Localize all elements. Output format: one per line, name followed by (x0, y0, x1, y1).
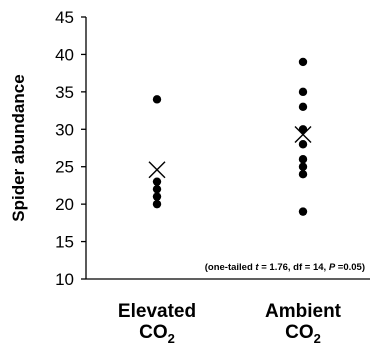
annotation-t-symbol: t (255, 262, 259, 273)
category-label-chem: CO2 (285, 322, 321, 346)
y-tick-label: 20 (55, 195, 74, 214)
data-point (298, 155, 308, 164)
mean-cross-stroke (294, 126, 312, 144)
annotation-p-symbol: P (329, 262, 336, 273)
y-tick-label: 45 (55, 8, 74, 27)
data-point (152, 95, 162, 104)
data-point (298, 102, 308, 112)
y-tick-label: 25 (55, 158, 74, 177)
chem-subscript: 2 (168, 331, 175, 346)
axes (85, 17, 370, 280)
stats-annotation: (one-tailed t = 1.76, df = 14, P =0.05) (205, 262, 365, 273)
annotation-close: =0.05) (335, 262, 365, 273)
data-point (152, 184, 162, 194)
data-points (152, 57, 308, 216)
category-label-chem: CO2 (139, 322, 175, 346)
y-ticks: 10 15 20 25 30 35 40 45 (55, 8, 86, 289)
chem-subscript: 2 (314, 331, 321, 346)
data-point (298, 87, 308, 97)
mean-cross-stroke (148, 161, 166, 179)
data-point (298, 162, 308, 171)
y-tick-label: 10 (55, 270, 74, 289)
chem-formula: CO (139, 322, 168, 343)
annotation-mid: = 1.76, df = 14, (259, 262, 329, 273)
data-point (298, 170, 308, 179)
mean-markers (148, 126, 312, 179)
category-label: Ambient (265, 301, 342, 322)
data-point (298, 207, 308, 216)
y-tick-label: 40 (55, 45, 74, 64)
annotation-open: (one-tailed (205, 262, 256, 273)
data-point (298, 125, 308, 134)
y-tick-label: 35 (55, 83, 74, 102)
y-tick-label: 15 (55, 233, 74, 252)
mean-marker (148, 161, 166, 179)
y-tick-label: 30 (55, 120, 74, 139)
data-point (152, 192, 162, 201)
chem-formula: CO (285, 322, 314, 343)
y-axis-label: Spider abundance (9, 74, 28, 221)
mean-marker (294, 126, 312, 144)
category-label: Elevated (118, 301, 196, 322)
data-point (152, 199, 162, 209)
data-point (298, 57, 308, 67)
data-point (298, 140, 308, 149)
data-point (152, 177, 162, 186)
